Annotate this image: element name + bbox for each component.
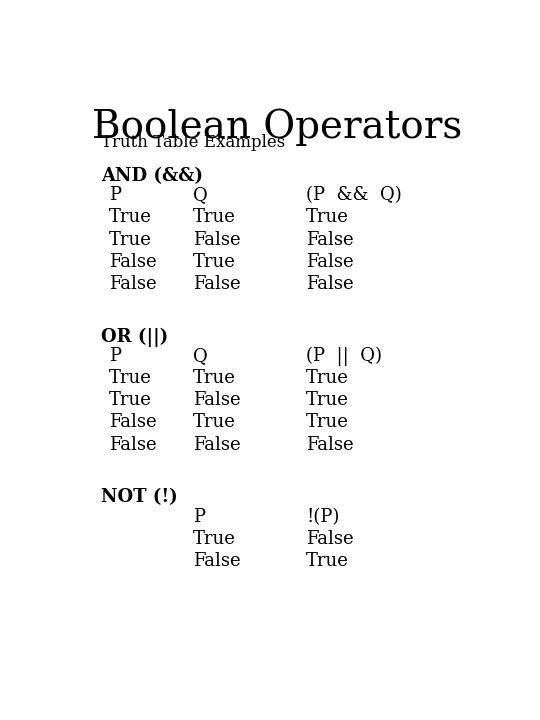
- Text: False: False: [306, 530, 354, 548]
- Text: False: False: [306, 253, 354, 271]
- Text: False: False: [306, 230, 354, 248]
- Text: False: False: [109, 413, 157, 431]
- Text: !(P): !(P): [306, 508, 340, 526]
- Text: Q: Q: [193, 347, 208, 365]
- Text: P: P: [109, 186, 122, 204]
- Text: True: True: [193, 369, 236, 387]
- Text: True: True: [109, 230, 152, 248]
- Text: True: True: [193, 413, 236, 431]
- Text: True: True: [306, 391, 349, 409]
- Text: (P  &&  Q): (P && Q): [306, 186, 402, 204]
- Text: P: P: [109, 347, 122, 365]
- Text: NOT (!): NOT (!): [101, 488, 178, 506]
- Text: (P  ||  Q): (P || Q): [306, 347, 382, 366]
- Text: False: False: [109, 253, 157, 271]
- Text: AND (&&): AND (&&): [101, 167, 203, 185]
- Text: False: False: [109, 275, 157, 293]
- Text: False: False: [193, 552, 241, 570]
- Text: True: True: [306, 369, 349, 387]
- Text: False: False: [306, 275, 354, 293]
- Text: False: False: [193, 391, 241, 409]
- Text: True: True: [109, 391, 152, 409]
- Text: True: True: [306, 413, 349, 431]
- Text: Q: Q: [193, 186, 208, 204]
- Text: True: True: [306, 552, 349, 570]
- Text: True: True: [193, 253, 236, 271]
- Text: True: True: [109, 208, 152, 226]
- Text: False: False: [109, 436, 157, 454]
- Text: Truth Table Examples: Truth Table Examples: [101, 133, 285, 150]
- Text: False: False: [306, 436, 354, 454]
- Text: P: P: [193, 508, 205, 526]
- Text: True: True: [306, 208, 349, 226]
- Text: Boolean Operators: Boolean Operators: [92, 109, 462, 146]
- Text: True: True: [193, 530, 236, 548]
- Text: False: False: [193, 230, 241, 248]
- Text: True: True: [193, 208, 236, 226]
- Text: True: True: [109, 369, 152, 387]
- Text: False: False: [193, 436, 241, 454]
- Text: False: False: [193, 275, 241, 293]
- Text: OR (||): OR (||): [101, 328, 168, 347]
